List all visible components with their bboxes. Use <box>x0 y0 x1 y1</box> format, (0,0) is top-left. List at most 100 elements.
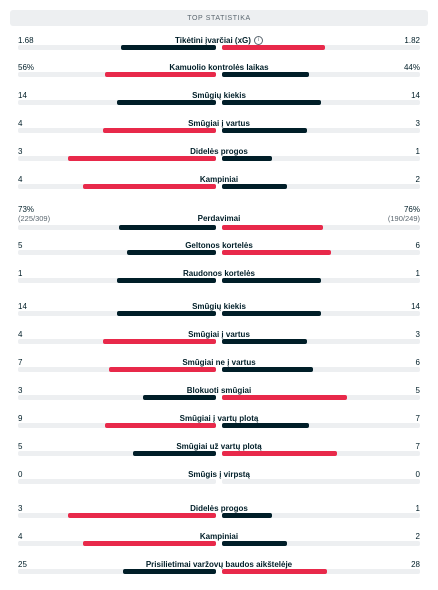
away-bar-fill <box>222 184 288 189</box>
away-bar-fill <box>222 367 314 372</box>
stat-label-text: Didelės progos <box>190 504 248 513</box>
home-bar-fill <box>83 184 216 189</box>
away-bar-fill <box>222 513 272 518</box>
home-value-text: 3 <box>18 147 23 156</box>
stat-label: Smūgiai į vartus <box>0 330 438 339</box>
home-bar-track <box>18 479 216 484</box>
away-value: 5 <box>416 386 420 395</box>
away-value-text: 2 <box>415 175 420 184</box>
home-value: 3 <box>18 504 22 513</box>
home-bar-fill <box>142 395 216 400</box>
home-bar-fill <box>83 541 216 546</box>
away-bar-track <box>222 395 420 400</box>
home-bar-track <box>18 225 216 230</box>
home-bar-fill <box>67 156 216 161</box>
away-bar-fill <box>222 451 337 456</box>
away-bar-fill <box>222 541 288 546</box>
away-value-text: 5 <box>415 386 420 395</box>
home-bar-track <box>18 45 216 50</box>
stat-label: Smūgių kiekis <box>0 91 438 100</box>
away-bar-track <box>222 225 420 230</box>
away-value-text: 6 <box>415 241 420 250</box>
home-bar-track <box>18 250 216 255</box>
home-bar-track <box>18 569 216 574</box>
away-bar-track <box>222 128 420 133</box>
away-bar-fill <box>222 395 347 400</box>
away-value: 1 <box>416 147 420 156</box>
away-value: 2 <box>416 175 420 184</box>
stat-label-text: Tikėtini įvarčiai (xG) <box>175 36 251 45</box>
away-value: 7 <box>416 442 420 451</box>
away-bar-track <box>222 541 420 546</box>
section-header: TOP STATISTIKA <box>10 10 428 26</box>
home-bar-track <box>18 72 216 77</box>
stat-label: Blokuoti smūgiai <box>0 386 438 395</box>
home-value: 3 <box>18 147 22 156</box>
stat-row: 4 Smūgiai į vartus 3 <box>0 119 438 147</box>
away-bar-track <box>222 72 420 77</box>
stat-row: 9 Smūgiai į vartų plotą 7 <box>0 414 438 442</box>
away-value-text: 14 <box>411 302 420 311</box>
away-value-text: 7 <box>415 414 420 423</box>
home-bar-fill <box>109 367 216 372</box>
away-bar-fill <box>222 423 310 428</box>
home-value-text: 7 <box>18 358 23 367</box>
home-bar-fill <box>117 311 216 316</box>
away-value: 3 <box>416 119 420 128</box>
away-value-text: 1 <box>415 504 420 513</box>
stat-label-text: Smūgiai į vartų plotą <box>179 414 259 423</box>
home-bar-fill <box>105 72 216 77</box>
home-bar-fill <box>105 423 216 428</box>
away-value-text: 1.82 <box>404 36 420 45</box>
home-value: 4 <box>18 532 22 541</box>
away-bar-fill <box>222 311 321 316</box>
away-value-text: 14 <box>411 91 420 100</box>
away-value-text: 1 <box>415 269 420 278</box>
stat-row: 7 Smūgiai ne į vartus 6 <box>0 358 438 386</box>
home-bar-fill <box>126 250 216 255</box>
away-value-text: 2 <box>415 532 420 541</box>
home-value-text: 4 <box>18 119 23 128</box>
home-value-text: 3 <box>18 504 23 513</box>
stat-row: 4 Kampiniai 2 <box>0 532 438 560</box>
stat-label: Didelės progos <box>0 147 438 156</box>
stat-row: 5 Geltonos kortelės 6 <box>0 241 438 269</box>
stat-label: Raudonos kortelės <box>0 269 438 278</box>
stat-row: 14 Smūgių kiekis 14 <box>0 91 438 119</box>
home-value: 4 <box>18 330 22 339</box>
home-value: 14 <box>18 302 27 311</box>
home-value: 73% (225/309) <box>18 205 50 223</box>
home-bar-track <box>18 423 216 428</box>
home-value-text: 73% <box>18 205 35 214</box>
home-bar-fill <box>117 100 216 105</box>
home-value-text: 0 <box>18 470 23 479</box>
away-bar-track <box>222 250 420 255</box>
stat-label-text: Kampiniai <box>199 175 239 184</box>
stat-label: Smūgių kiekis <box>0 302 438 311</box>
away-bar-track <box>222 367 420 372</box>
home-value-text: 4 <box>18 532 23 541</box>
home-value: 0 <box>18 470 22 479</box>
stat-row: 3 Didelės progos 1 <box>0 147 438 175</box>
away-bar-track <box>222 45 420 50</box>
home-bar-fill <box>122 569 216 574</box>
stat-row: 4 Kampiniai 2 <box>0 175 438 203</box>
away-bar-fill <box>222 339 308 344</box>
home-bar-track <box>18 100 216 105</box>
away-bar-track <box>222 513 420 518</box>
stat-row: 1.68 Tikėtini įvarčiai (xG) i 1.82 <box>0 36 438 64</box>
home-value: 5 <box>18 241 22 250</box>
home-value-text: 5 <box>18 241 23 250</box>
away-value: 6 <box>416 241 420 250</box>
away-value: 28 <box>411 560 420 569</box>
stat-row: 3 Didelės progos 1 <box>0 504 438 532</box>
home-value: 14 <box>18 91 27 100</box>
home-value-text: 25 <box>18 560 27 569</box>
home-value-text: 9 <box>18 414 23 423</box>
away-bar-fill <box>222 156 272 161</box>
info-icon[interactable]: i <box>253 36 263 45</box>
away-value: 1 <box>416 504 420 513</box>
stat-label-text: Smūgių kiekis <box>192 91 246 100</box>
away-value: 7 <box>416 414 420 423</box>
home-value-text: 4 <box>18 175 23 184</box>
